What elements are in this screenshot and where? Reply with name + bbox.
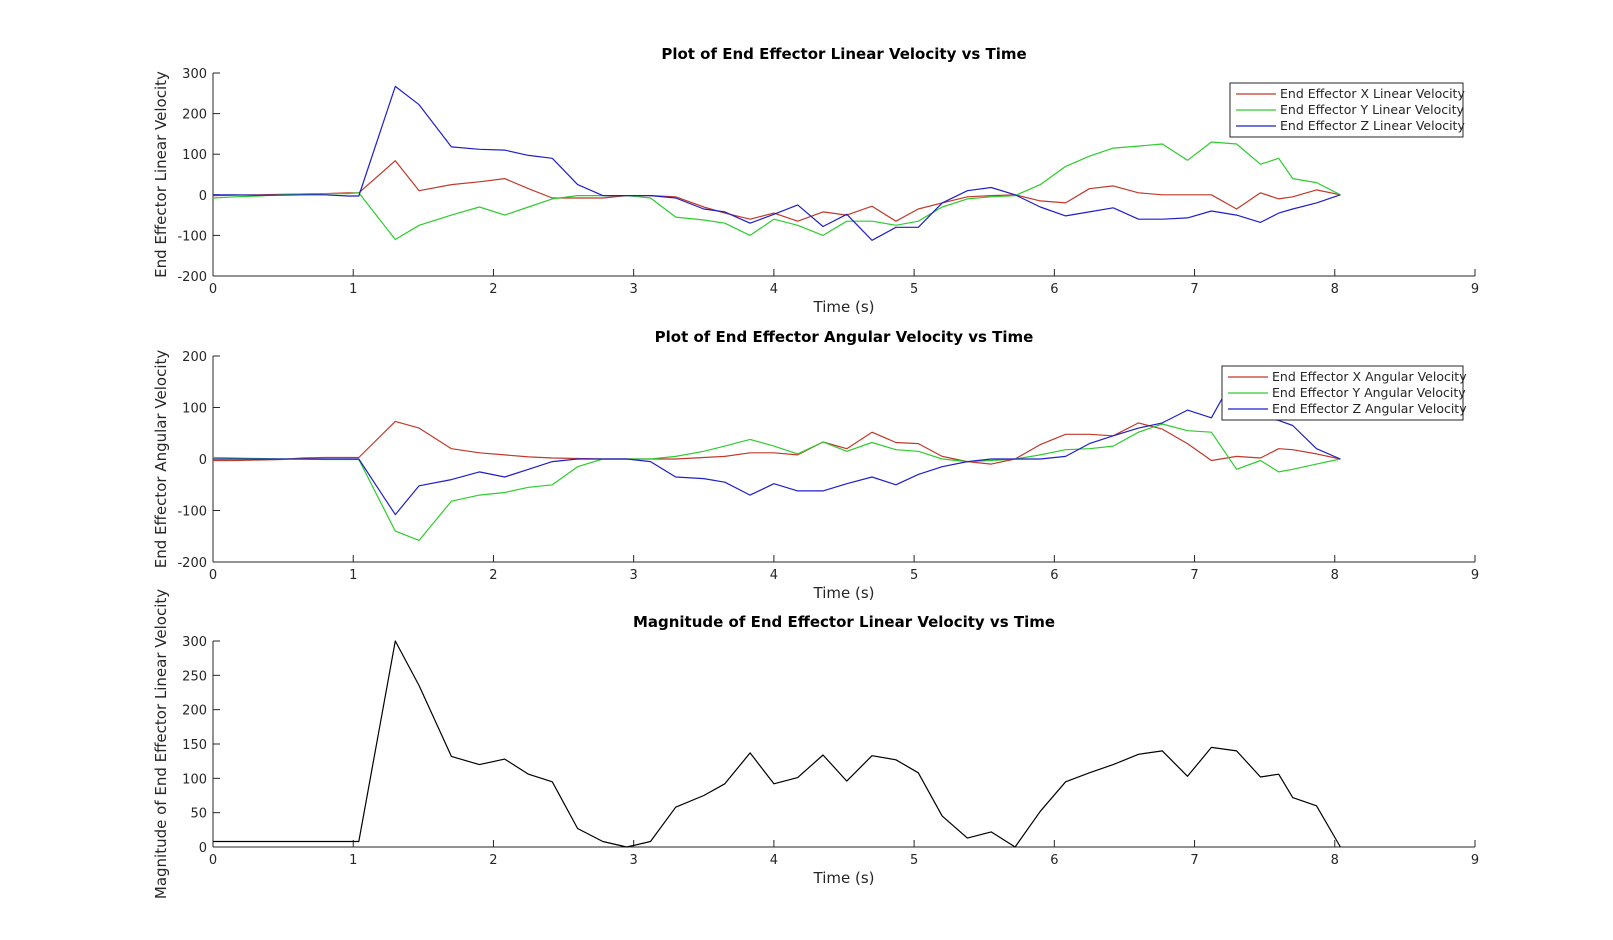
x-tick-label: 3 [630, 853, 638, 868]
x-tick-label: 8 [1331, 853, 1339, 868]
x-tick-label: 7 [1190, 568, 1198, 583]
legend-entry-label: End Effector X Angular Velocity [1272, 369, 1467, 384]
y-tick-label: 0 [199, 841, 207, 856]
chart-panel-2: Plot of End Effector Angular Velocity vs… [152, 328, 1479, 602]
y-tick-label: 50 [190, 807, 207, 822]
x-tick-label: 2 [489, 853, 497, 868]
y-tick-label: 150 [182, 738, 207, 753]
y-tick-label: 0 [199, 189, 207, 204]
y-tick-label: 200 [182, 350, 207, 365]
x-tick-label: 1 [349, 568, 357, 583]
x-tick-label: 4 [770, 568, 778, 583]
y-tick-label: 100 [182, 772, 207, 787]
y-tick-label: 250 [182, 669, 207, 684]
legend-entry-label: End Effector Z Linear Velocity [1280, 118, 1465, 133]
series-line-1 [212, 160, 1341, 222]
x-tick-label: 5 [910, 282, 918, 297]
y-tick-label: 200 [182, 108, 207, 123]
x-tick-label: 3 [630, 568, 638, 583]
x-tick-label: 2 [489, 568, 497, 583]
x-tick-label: 7 [1190, 282, 1198, 297]
x-tick-label: 6 [1050, 853, 1058, 868]
series-line-2 [212, 141, 1341, 241]
y-tick-label: 300 [182, 67, 207, 82]
chart-title: Magnitude of End Effector Linear Velocit… [633, 613, 1055, 631]
series-line-3 [213, 85, 1341, 241]
y-tick-label: -200 [177, 270, 207, 285]
y-axis-title: Magnitude of End Effector Linear Velocit… [152, 589, 170, 899]
x-tick-label: 4 [770, 282, 778, 297]
x-tick-label: 7 [1190, 853, 1198, 868]
y-tick-label: 100 [182, 148, 207, 163]
x-tick-label: 4 [770, 853, 778, 868]
chart-title: Plot of End Effector Angular Velocity vs… [655, 328, 1034, 346]
chart-title: Plot of End Effector Linear Velocity vs … [661, 45, 1026, 63]
y-axis-title: End Effector Linear Velocity [152, 71, 170, 278]
x-tick-label: 0 [209, 568, 217, 583]
x-tick-label: 5 [910, 853, 918, 868]
x-tick-label: 8 [1331, 568, 1339, 583]
legend-entry-label: End Effector Z Angular Velocity [1272, 401, 1467, 416]
y-tick-label: 100 [182, 402, 207, 417]
x-tick-label: 9 [1471, 568, 1479, 583]
x-tick-label: 1 [349, 853, 357, 868]
legend-entry-label: End Effector Y Linear Velocity [1280, 102, 1465, 117]
series-line-2 [212, 423, 1341, 542]
y-tick-label: 300 [182, 635, 207, 650]
chart-panel-1: Plot of End Effector Linear Velocity vs … [152, 45, 1479, 316]
series-line-1 [213, 420, 1341, 465]
x-tick-label: 9 [1471, 282, 1479, 297]
x-axis-title: Time (s) [813, 869, 875, 887]
x-axis-title: Time (s) [813, 298, 875, 316]
chart-panel-3: Magnitude of End Effector Linear Velocit… [152, 589, 1479, 899]
x-tick-label: 2 [489, 282, 497, 297]
y-tick-label: -200 [177, 556, 207, 571]
x-tick-label: 5 [910, 568, 918, 583]
x-tick-label: 8 [1331, 282, 1339, 297]
x-tick-label: 1 [349, 282, 357, 297]
y-axis-title: End Effector Angular Velocity [152, 350, 170, 569]
x-tick-label: 0 [209, 853, 217, 868]
series-line-3 [213, 371, 1341, 516]
series-line-1 [213, 640, 1341, 848]
x-tick-label: 6 [1050, 568, 1058, 583]
y-tick-label: -100 [177, 229, 207, 244]
y-tick-label: -100 [177, 505, 207, 520]
legend-entry-label: End Effector X Linear Velocity [1280, 86, 1465, 101]
x-tick-label: 0 [209, 282, 217, 297]
legend-entry-label: End Effector Y Angular Velocity [1272, 385, 1466, 400]
x-tick-label: 3 [630, 282, 638, 297]
x-tick-label: 9 [1471, 853, 1479, 868]
x-axis-title: Time (s) [813, 584, 875, 602]
y-tick-label: 0 [199, 453, 207, 468]
y-tick-label: 200 [182, 704, 207, 719]
x-tick-label: 6 [1050, 282, 1058, 297]
